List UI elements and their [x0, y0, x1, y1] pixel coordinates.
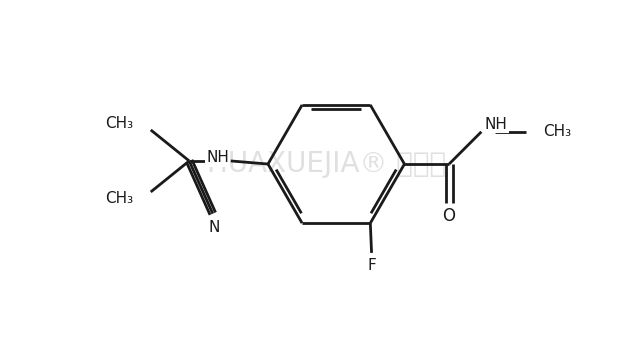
- Text: CH₃: CH₃: [105, 116, 133, 131]
- Text: O: O: [443, 207, 455, 225]
- Text: NH: NH: [484, 117, 508, 132]
- Text: CH₃: CH₃: [543, 124, 572, 139]
- Text: HUAXUEJIA® 化学加: HUAXUEJIA® 化学加: [208, 150, 447, 178]
- Text: CH₃: CH₃: [105, 191, 133, 206]
- Text: NH: NH: [206, 150, 229, 165]
- Text: N: N: [208, 220, 220, 235]
- Text: F: F: [367, 258, 376, 273]
